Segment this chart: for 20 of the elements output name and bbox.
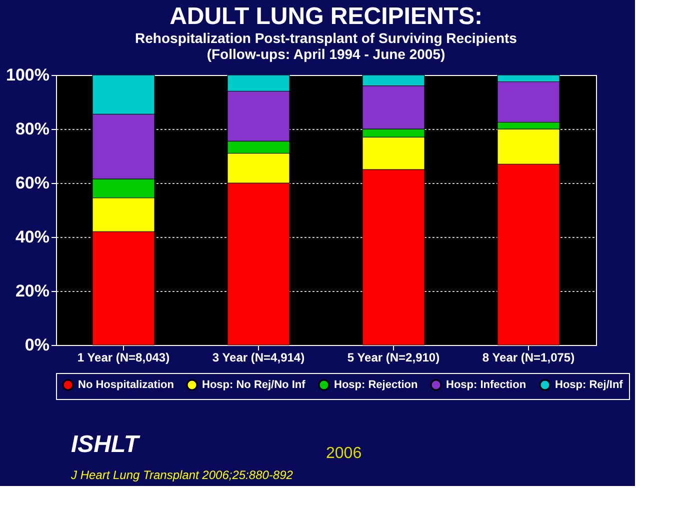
x-tick-label: 8 Year (N=1,075) (482, 350, 575, 364)
x-tick-label: 5 Year (N=2,910) (347, 350, 440, 364)
text: J Heart Lung Transplant 2006;25:880-892 (70, 468, 294, 482)
text: ISHLT (71, 431, 141, 458)
y-tick-label: 0% (24, 336, 50, 354)
y-tick-label: 20% (15, 282, 50, 300)
y-tick-label: 100% (6, 66, 50, 84)
y-tick-label: 40% (15, 228, 50, 246)
x-tick-label: 3 Year (N=4,914) (212, 350, 305, 364)
legend-label: Hosp: Infection (446, 379, 526, 391)
chart-title: ADULT LUNG RECIPIENTS: (170, 3, 482, 30)
y-tick-label: 60% (15, 174, 50, 192)
legend-label: No Hospitalization (78, 379, 174, 391)
chart-subtitle: Rehospitalization Post-transplant of Surviving Recipients (Follow-ups: April 1994 - June 2005) (135, 30, 518, 62)
legend-label: Hosp: No Rej/No Inf (202, 379, 306, 391)
legend-label: Hosp: Rejection (334, 379, 418, 391)
text: 2006 (326, 445, 362, 462)
y-tick-label: 80% (15, 120, 50, 138)
x-tick-label: 1 Year (N=8,043) (77, 350, 170, 364)
legend-label: Hosp: Rej/Inf (555, 379, 624, 391)
